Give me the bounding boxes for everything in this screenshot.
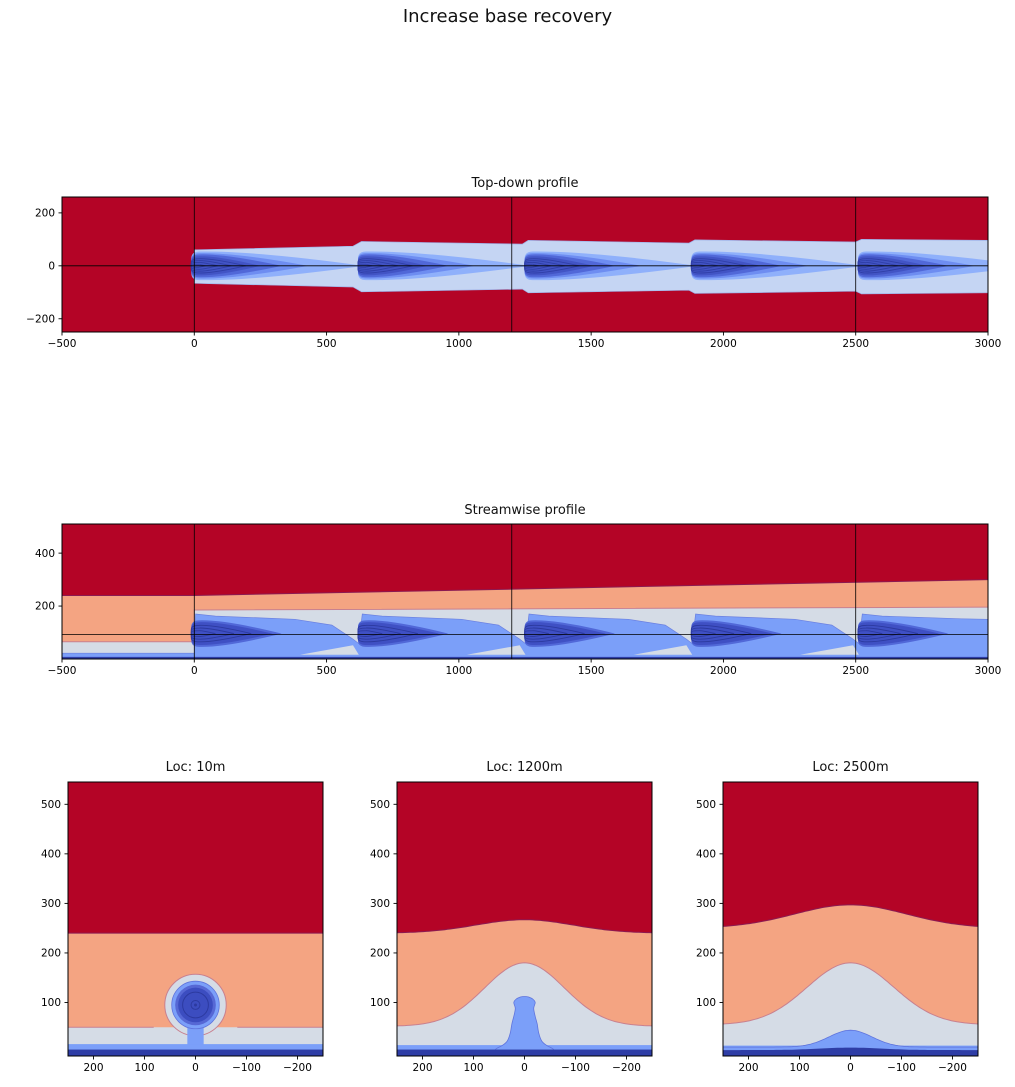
svg-text:3000: 3000 [975,665,1002,677]
svg-text:500: 500 [370,799,390,811]
svg-text:−100: −100 [232,1062,261,1074]
svg-text:1500: 1500 [578,665,605,677]
svg-text:−200: −200 [938,1062,967,1074]
svg-text:0: 0 [191,338,198,350]
svg-text:100: 100 [696,997,716,1009]
svg-text:200: 200 [412,1062,432,1074]
svg-text:200: 200 [35,601,55,613]
svg-text:500: 500 [317,665,337,677]
svg-text:200: 200 [738,1062,758,1074]
svg-text:−100: −100 [887,1062,916,1074]
svg-text:−100: −100 [561,1062,590,1074]
svg-text:500: 500 [41,799,61,811]
svg-text:500: 500 [696,799,716,811]
svg-text:400: 400 [41,849,61,861]
svg-text:200: 200 [83,1062,103,1074]
svg-text:−200: −200 [612,1062,641,1074]
svg-text:100: 100 [789,1062,809,1074]
svg-text:2000: 2000 [710,665,737,677]
svg-text:3000: 3000 [975,338,1002,350]
svg-text:200: 200 [41,948,61,960]
svg-text:0: 0 [191,665,198,677]
svg-text:0: 0 [521,1062,528,1074]
svg-text:400: 400 [35,548,55,560]
figure-suptitle: Increase base recovery [402,6,613,27]
svg-text:300: 300 [370,898,390,910]
svg-text:400: 400 [696,849,716,861]
svg-text:−500: −500 [48,665,77,677]
svg-text:2500: 2500 [842,665,869,677]
svg-text:200: 200 [370,948,390,960]
topdown-title: Top-down profile [471,176,579,191]
svg-text:100: 100 [134,1062,154,1074]
svg-text:300: 300 [696,898,716,910]
svg-text:−200: −200 [26,313,55,325]
svg-text:200: 200 [35,208,55,220]
svg-text:1000: 1000 [445,665,472,677]
svg-text:100: 100 [463,1062,483,1074]
svg-text:200: 200 [696,948,716,960]
loc10-title: Loc: 10m [165,760,226,775]
svg-text:400: 400 [370,849,390,861]
svg-text:2500: 2500 [842,338,869,350]
svg-text:−500: −500 [48,338,77,350]
streamwise-title: Streamwise profile [464,503,586,518]
svg-text:1000: 1000 [445,338,472,350]
svg-text:0: 0 [48,260,55,272]
svg-text:1500: 1500 [578,338,605,350]
loc1200-title: Loc: 1200m [486,760,563,775]
svg-text:0: 0 [192,1062,199,1074]
svg-text:2000: 2000 [710,338,737,350]
svg-text:300: 300 [41,898,61,910]
svg-text:0: 0 [847,1062,854,1074]
svg-text:100: 100 [41,997,61,1009]
svg-text:500: 500 [317,338,337,350]
loc2500-title: Loc: 2500m [812,760,889,775]
svg-text:−200: −200 [283,1062,312,1074]
svg-text:100: 100 [370,997,390,1009]
